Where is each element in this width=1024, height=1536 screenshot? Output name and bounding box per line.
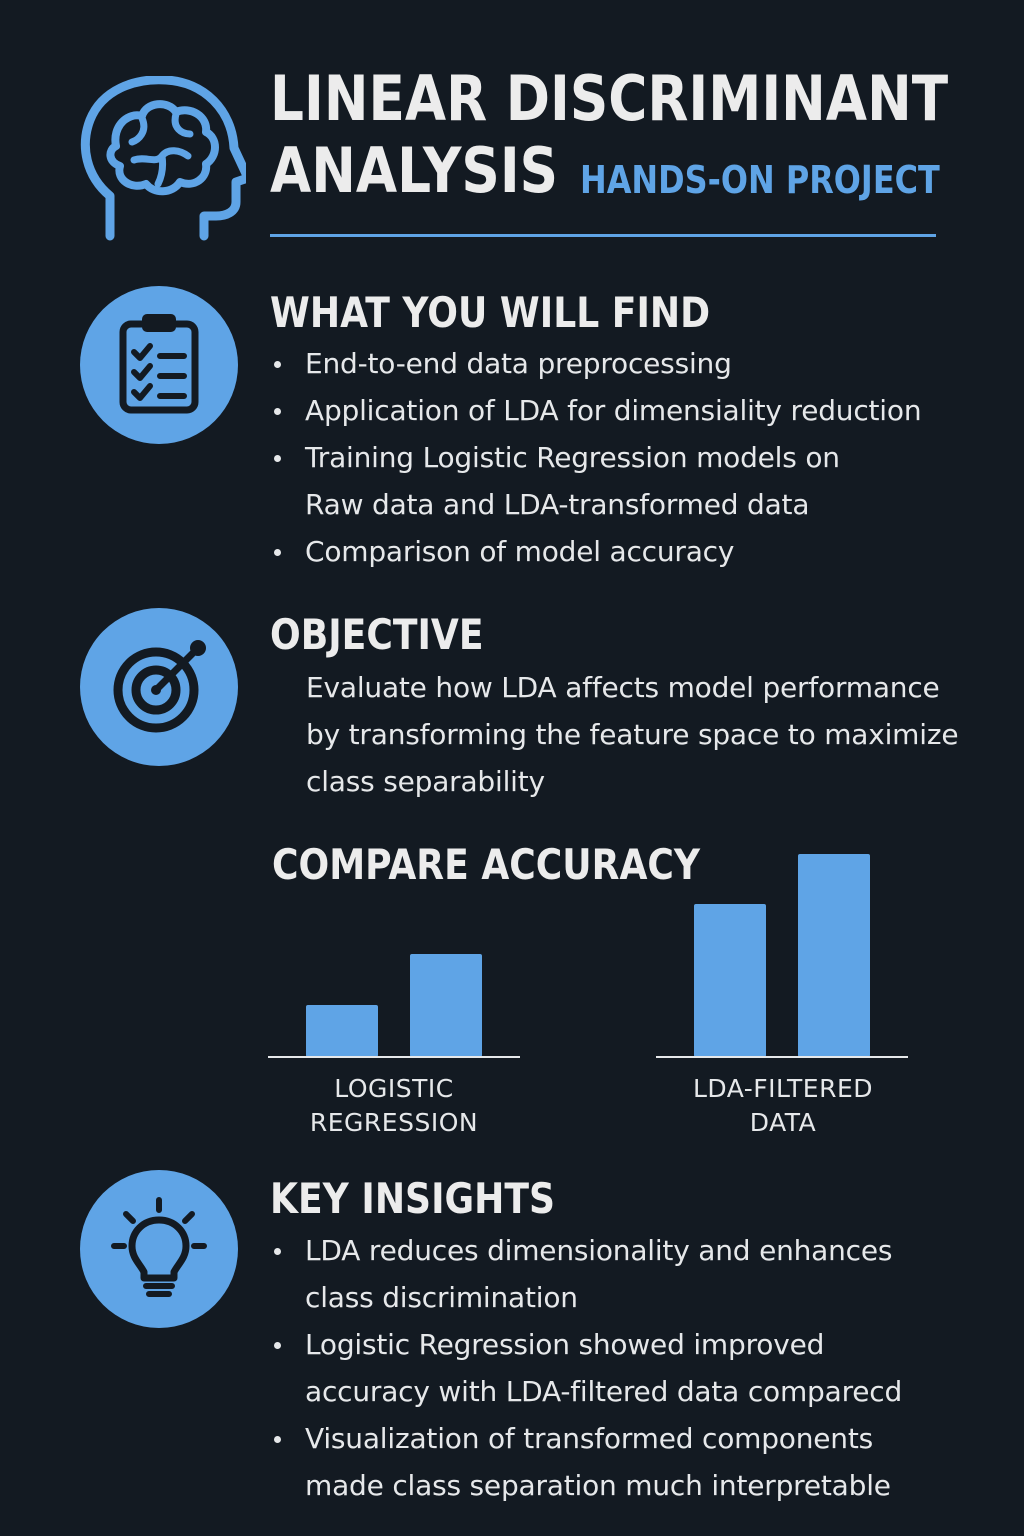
clipboard-checklist-icon [80, 286, 238, 444]
list-item: Application of LDA for dimensiality redu… [270, 387, 970, 434]
page-title-line-1: LINEAR DISCRIMINANT [270, 62, 949, 135]
insights-list: LDA reduces dimensionality and enhances … [270, 1227, 960, 1509]
objective-text: Evaluate how LDA affects model performan… [306, 671, 959, 798]
list-item: End-to-end data preprocessing [270, 340, 970, 387]
bar-lda-2 [798, 854, 870, 1057]
list-item: Visualization of transformed components … [270, 1415, 925, 1509]
header-divider [270, 234, 936, 237]
section-heading-insights: KEY INSIGHTS [270, 1174, 556, 1223]
bar-label-lda: LDA-FILTERED DATA [692, 1074, 874, 1137]
section-heading-compare: COMPARE ACCURACY [272, 840, 701, 889]
bar-lda-1 [694, 904, 766, 1057]
axis-logistic [268, 1056, 520, 1058]
bar-logistic-1 [306, 1005, 378, 1057]
lightbulb-icon [80, 1170, 238, 1328]
list-item: LDA reduces dimensionality and enhances … [270, 1227, 925, 1321]
list-item: Training Logistic Regression models on R… [270, 434, 885, 528]
list-item: Comparison of model accuracy [270, 528, 970, 575]
bar-label-logistic: LOGISTIC REGRESSION [309, 1074, 479, 1137]
brain-head-icon [76, 75, 253, 242]
section-heading-objective: OBJECTIVE [270, 610, 484, 659]
axis-lda [656, 1056, 908, 1058]
page-subtitle: HANDS-ON PROJECT [580, 158, 940, 202]
section-heading-find: WHAT YOU WILL FIND [270, 288, 711, 337]
page-title-line-2: ANALYSIS [270, 134, 559, 207]
target-icon [80, 608, 238, 766]
list-item: Logistic Regression showed improved accu… [270, 1321, 945, 1415]
find-list: End-to-end data preprocessing Applicatio… [270, 340, 970, 575]
bar-logistic-2 [410, 954, 482, 1057]
